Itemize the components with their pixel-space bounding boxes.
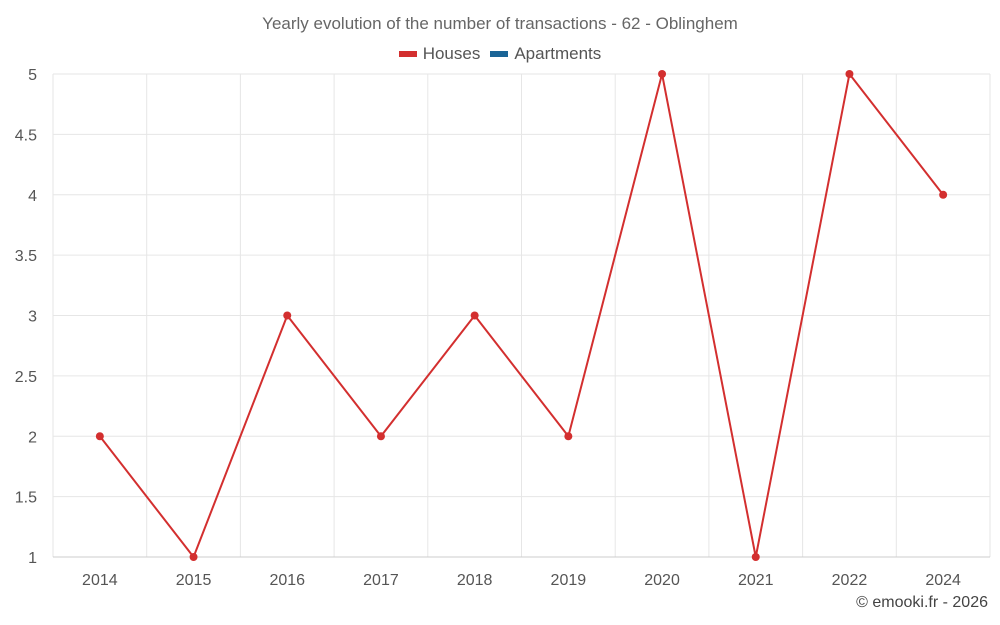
x-tick-label: 2015 xyxy=(176,572,212,589)
y-tick-label: 4.5 xyxy=(15,127,37,144)
y-tick-label: 3.5 xyxy=(15,248,37,265)
legend-label-houses: Houses xyxy=(422,44,481,63)
series-line-houses xyxy=(99,73,944,558)
data-point-houses xyxy=(845,70,854,78)
x-tick-label: 2017 xyxy=(363,572,399,589)
y-tick-label: 2 xyxy=(28,429,37,446)
data-point-houses xyxy=(189,553,198,561)
y-tick-label: 3 xyxy=(28,309,37,326)
x-tick-label: 2021 xyxy=(738,572,774,589)
credit-text: © emooki.fr - 2026 xyxy=(856,594,988,611)
x-tick-label: 2024 xyxy=(925,572,961,589)
legend-item-houses[interactable]: Houses xyxy=(398,44,481,64)
legend-swatch-houses xyxy=(398,51,417,57)
data-point-houses xyxy=(283,311,292,320)
y-tick-label: 4 xyxy=(28,188,37,205)
y-tick-label: 2.5 xyxy=(15,369,37,386)
y-tick-label: 1 xyxy=(28,550,37,567)
x-tick-label: 2018 xyxy=(457,572,493,589)
x-tick-label: 2022 xyxy=(832,572,868,589)
data-point-houses xyxy=(751,553,760,561)
legend: Houses Apartments xyxy=(0,44,1000,64)
data-point-houses xyxy=(376,432,385,441)
x-tick-label: 2016 xyxy=(269,572,305,589)
data-point-houses xyxy=(658,70,667,78)
legend-swatch-apartments xyxy=(490,51,509,57)
x-tick-label: 2020 xyxy=(644,572,680,589)
chart-title: Yearly evolution of the number of transa… xyxy=(262,14,738,33)
data-point-houses xyxy=(564,432,573,441)
x-tick-label: 2014 xyxy=(82,572,118,589)
data-point-houses xyxy=(95,432,104,441)
y-tick-label: 5 xyxy=(28,67,37,84)
data-point-houses xyxy=(470,311,479,320)
legend-label-apartments: Apartments xyxy=(514,44,602,63)
legend-item-apartments[interactable]: Apartments xyxy=(490,44,601,64)
y-tick-label: 1.5 xyxy=(15,490,37,507)
x-tick-label: 2019 xyxy=(551,572,587,589)
data-point-houses xyxy=(939,190,948,199)
